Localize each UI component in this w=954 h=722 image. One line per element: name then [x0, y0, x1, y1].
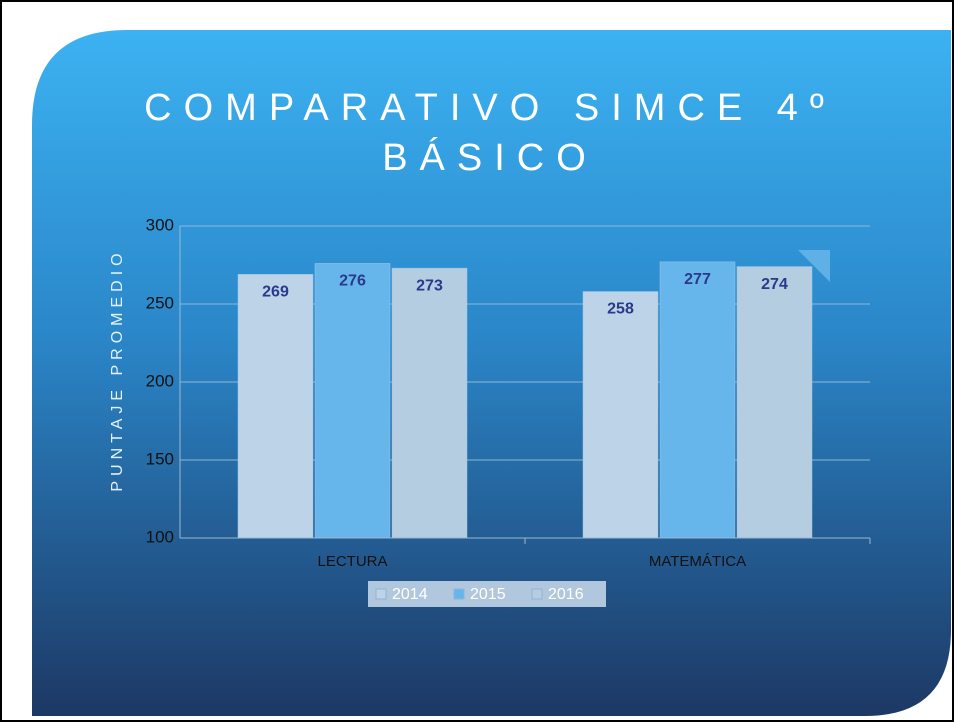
- y-tick-label: 150: [146, 449, 174, 468]
- y-tick-label: 250: [146, 293, 174, 312]
- title: COMPARATIVO SIMCE 4º BÁSICO: [144, 87, 836, 179]
- legend-swatch: [375, 588, 387, 600]
- bar: [391, 267, 468, 539]
- data-label: 273: [416, 277, 443, 294]
- x-tick-label: MATEMÁTICA: [649, 553, 746, 570]
- legend-label: 2015: [470, 586, 506, 603]
- legend-swatch: [453, 588, 465, 600]
- y-tick-label: 200: [146, 371, 174, 390]
- bar: [736, 266, 813, 539]
- bar: [314, 263, 391, 539]
- y-tick-label: 100: [146, 527, 174, 546]
- data-label: 258: [607, 301, 634, 318]
- y-axis-label: PUNTAJE PROMEDIO: [109, 248, 126, 491]
- legend-swatch: [531, 588, 543, 600]
- bar: [237, 274, 314, 539]
- legend-label: 2016: [548, 586, 584, 603]
- legend-label: 2014: [392, 586, 428, 603]
- data-label: 269: [262, 284, 289, 301]
- decoration: [798, 250, 830, 282]
- data-label: 276: [339, 273, 366, 290]
- bar: [659, 261, 736, 539]
- legend-box: [368, 581, 606, 607]
- data-label: 277: [684, 271, 711, 288]
- bar: [582, 291, 659, 539]
- slide-background: [32, 30, 951, 716]
- x-tick-label: LECTURA: [317, 553, 387, 570]
- y-tick-label: 300: [146, 215, 174, 234]
- data-label: 274: [761, 276, 788, 293]
